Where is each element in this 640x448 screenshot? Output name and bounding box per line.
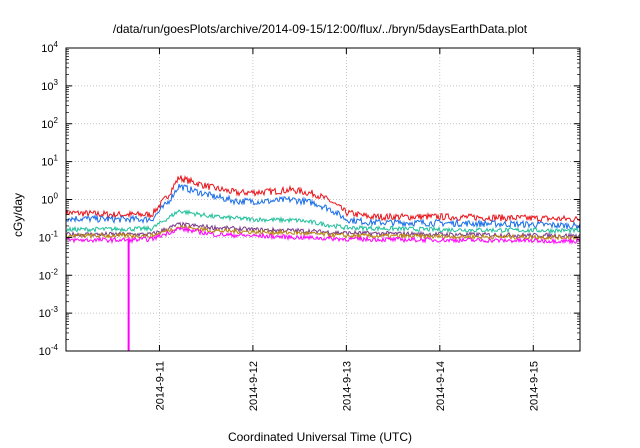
y-tick-label: 102 (41, 116, 58, 131)
series-line (65, 209, 581, 235)
plot-frame (65, 47, 581, 352)
y-tick-label: 104 (41, 40, 58, 55)
series-group (65, 174, 581, 351)
grid (66, 48, 580, 351)
x-tick-label: 2014-9-11 (154, 361, 166, 410)
series-line (65, 183, 581, 231)
x-tick-label: 2014-9-13 (341, 361, 353, 411)
y-tick-label: 10-4 (39, 343, 59, 358)
axis-ticks: 10-4 10-3 10-2 10-1 100 101 102 103 104 2014-9-11… (39, 40, 580, 411)
x-tick-label: 2014-9-14 (435, 361, 447, 411)
series-line (65, 224, 581, 241)
series-line (65, 226, 581, 245)
y-axis-label: cGy/day (11, 192, 25, 238)
y-tick-label: 101 (41, 154, 58, 169)
y-tick-label: 10-1 (39, 229, 59, 244)
series-line (65, 174, 581, 223)
y-tick-label: 10-3 (39, 305, 59, 320)
y-tick-label: 103 (41, 78, 58, 93)
y-tick-label: 100 (41, 192, 58, 207)
y-tick-label: 10-2 (39, 267, 59, 282)
x-tick-label: 2014-9-12 (248, 361, 260, 411)
x-tick-label: 2014-9-15 (528, 361, 540, 411)
x-axis-label: Coordinated Universal Time (UTC) (227, 430, 413, 444)
chart-title: /data/run/goesPlots/archive/2014-09-15/1… (112, 22, 528, 36)
plot-background (66, 48, 580, 351)
